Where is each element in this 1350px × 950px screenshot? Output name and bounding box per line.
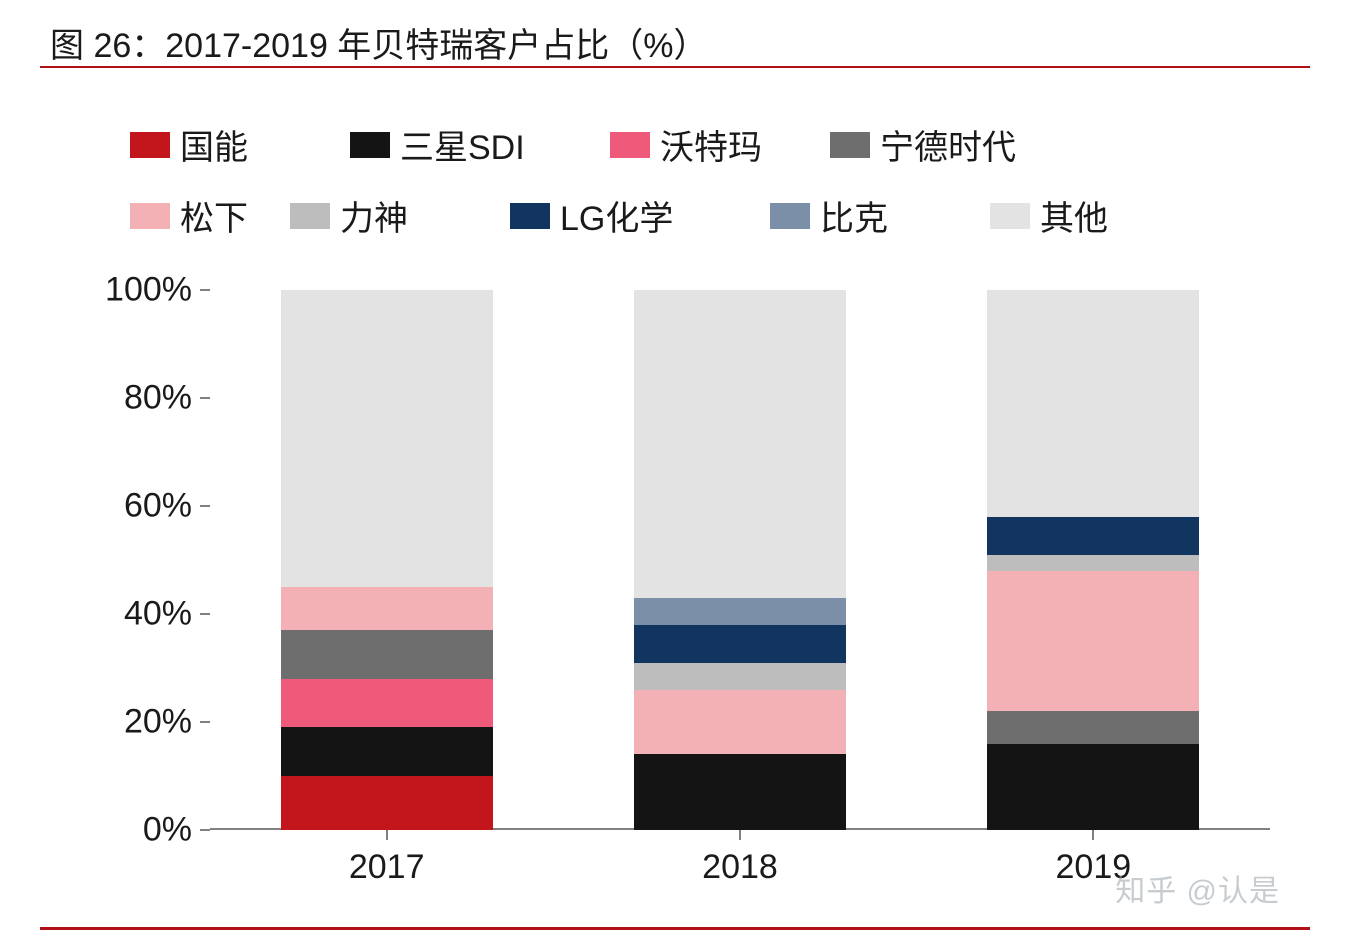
legend-swatch-panasonic <box>130 203 170 229</box>
seg-2019-lishen <box>987 555 1199 571</box>
xtick-label: 2017 <box>349 848 425 887</box>
legend-swatch-samsung <box>350 132 390 158</box>
xtick-label: 2018 <box>702 848 778 887</box>
ytick-label: 20% <box>124 703 192 742</box>
seg-2019-lgchem <box>987 517 1199 555</box>
seg-2018-lishen <box>634 663 846 690</box>
legend-swatch-watma <box>610 132 650 158</box>
seg-2017-guoneng <box>281 776 493 830</box>
legend-item-catl: 宁德时代 <box>830 120 1090 169</box>
footer-rule <box>40 927 1310 930</box>
legend-label-guoneng: 国能 <box>180 120 248 169</box>
ytick-label: 80% <box>124 379 192 418</box>
legend-swatch-guoneng <box>130 132 170 158</box>
seg-2017-other <box>281 290 493 587</box>
xtick-mark <box>739 830 741 840</box>
ytick-mark <box>200 613 210 615</box>
bar-2017 <box>281 290 493 830</box>
seg-2019-panasonic <box>987 571 1199 711</box>
legend-item-guoneng: 国能 <box>130 120 350 169</box>
seg-2018-panasonic <box>634 690 846 755</box>
legend-swatch-catl <box>830 132 870 158</box>
legend-label-bak: 比克 <box>820 191 888 240</box>
legend-item-samsung: 三星SDI <box>350 120 610 169</box>
ytick-mark <box>200 721 210 723</box>
seg-2017-catl <box>281 630 493 679</box>
bar-2019 <box>987 290 1199 830</box>
legend-item-lishen: 力神 <box>290 191 510 240</box>
seg-2019-other <box>987 290 1199 517</box>
legend-label-watma: 沃特玛 <box>660 120 762 169</box>
legend: 国能 三星SDI 沃特玛 宁德时代松下 力神 LG化学 比克 其他 <box>130 120 1230 240</box>
ytick-mark <box>200 505 210 507</box>
xtick-mark <box>1092 830 1094 840</box>
seg-2017-watma <box>281 679 493 728</box>
chart-title: 图 26：2017-2019 年贝特瑞客户占比（%） <box>50 18 708 67</box>
legend-label-catl: 宁德时代 <box>880 120 1016 169</box>
ytick-label: 100% <box>105 271 192 310</box>
legend-item-bak: 比克 <box>770 191 990 240</box>
legend-item-other: 其他 <box>990 191 1210 240</box>
legend-swatch-lgchem <box>510 203 550 229</box>
legend-swatch-lishen <box>290 203 330 229</box>
seg-2017-panasonic <box>281 587 493 630</box>
legend-label-lishen: 力神 <box>340 191 408 240</box>
ytick-label: 60% <box>124 487 192 526</box>
seg-2018-lgchem <box>634 625 846 663</box>
legend-label-samsung: 三星SDI <box>400 120 525 169</box>
legend-item-watma: 沃特玛 <box>610 120 830 169</box>
bar-2018 <box>634 290 846 830</box>
seg-2019-catl <box>987 711 1199 743</box>
legend-item-lgchem: LG化学 <box>510 191 770 240</box>
legend-label-other: 其他 <box>1040 191 1108 240</box>
plot-area: 0%20%40%60%80%100%201720182019 <box>210 290 1270 830</box>
ytick-mark <box>200 397 210 399</box>
legend-swatch-bak <box>770 203 810 229</box>
seg-2018-samsung <box>634 754 846 830</box>
seg-2018-other <box>634 290 846 598</box>
legend-label-panasonic: 松下 <box>180 191 248 240</box>
legend-swatch-other <box>990 203 1030 229</box>
watermark-text: 知乎 @认是 <box>1115 866 1280 910</box>
ytick-label: 0% <box>143 811 192 850</box>
seg-2018-bak <box>634 598 846 625</box>
seg-2019-samsung <box>987 744 1199 830</box>
legend-item-panasonic: 松下 <box>130 191 290 240</box>
ytick-mark <box>200 829 210 831</box>
legend-label-lgchem: LG化学 <box>560 191 673 240</box>
ytick-mark <box>200 289 210 291</box>
ytick-label: 40% <box>124 595 192 634</box>
title-underline <box>40 66 1310 68</box>
xtick-mark <box>386 830 388 840</box>
seg-2017-samsung <box>281 727 493 776</box>
